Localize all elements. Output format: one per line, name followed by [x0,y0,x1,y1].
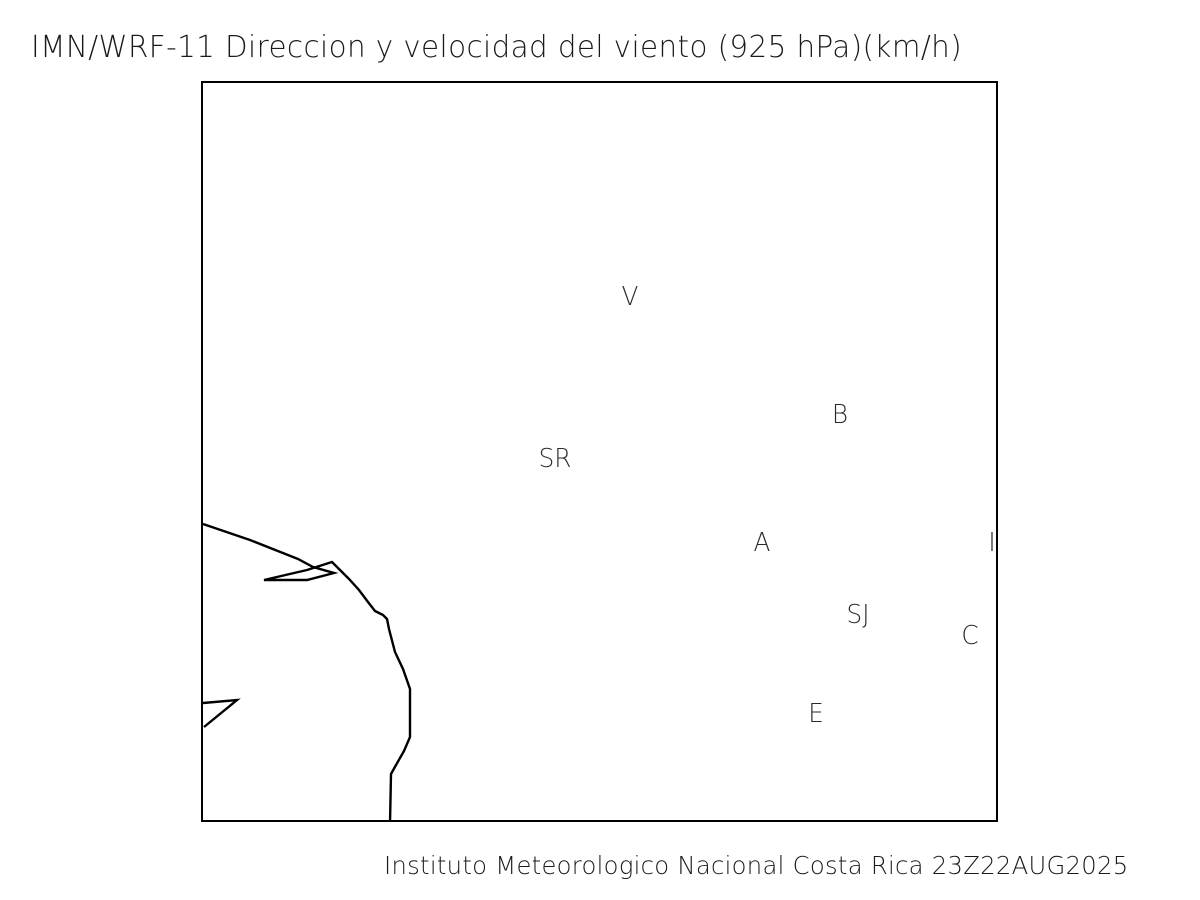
station-label-b[interactable]: B [831,400,849,430]
station-label-v[interactable]: V [621,282,639,312]
station-label-c[interactable]: C [961,621,979,651]
peninsula-path [203,698,241,728]
station-label-i[interactable]: I [988,528,996,558]
page-title: IMN/WRF-11 Direccion y velocidad del vie… [31,30,963,65]
map-frame: V B SR A I SJ C E [201,81,998,822]
station-label-sr[interactable]: SR [538,444,572,474]
coastline-svg [203,522,412,820]
station-label-e[interactable]: E [808,699,824,729]
footer-credit: Instituto Meteorologico Nacional Costa R… [384,851,1129,880]
coastline-path [203,522,412,820]
station-label-sj[interactable]: SJ [846,600,870,630]
station-label-a[interactable]: A [753,528,771,558]
